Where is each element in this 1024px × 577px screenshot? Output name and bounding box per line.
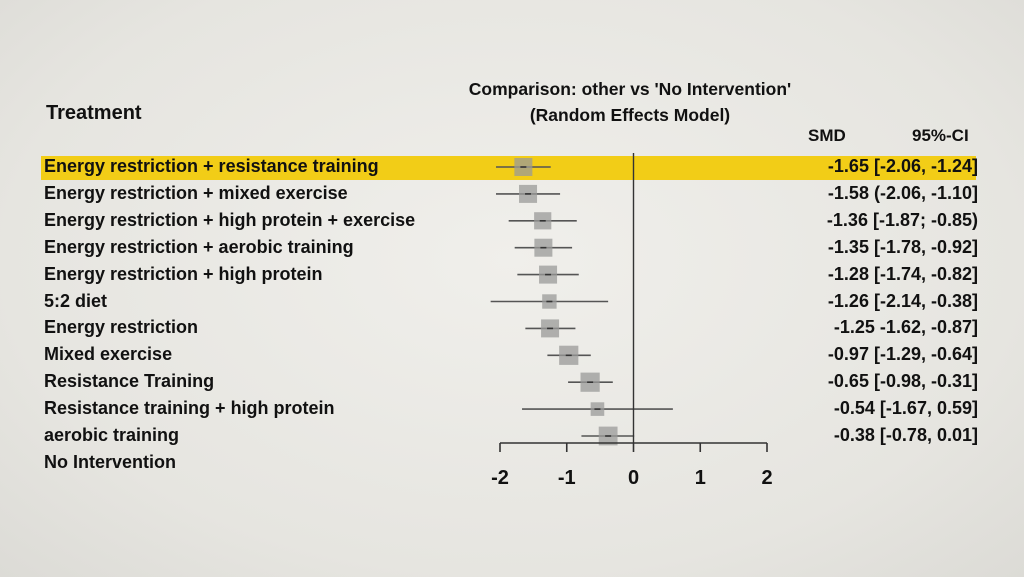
x-tick-label: 0 [628, 467, 639, 489]
smd-column-header: SMD [808, 126, 846, 145]
highlighted-row-background [41, 156, 976, 180]
treatment-column-header: Treatment [46, 102, 142, 124]
x-tick-label: 1 [695, 467, 706, 489]
row-estimate: -1.58 (-2.06, -1.10] [827, 182, 978, 203]
row-estimate: -1.26 [-2.14, -0.38] [827, 290, 978, 311]
ci-column-header: 95%-CI [912, 126, 969, 145]
row-label: Resistance training + high protein [44, 398, 335, 419]
row-estimate: -0.38 [-0.78, 0.01] [833, 425, 978, 445]
row-label: aerobic training [44, 425, 180, 445]
row-estimate: -0.54 [-1.67, 0.59] [833, 398, 978, 419]
row-label: Energy restriction + high protein + exer… [44, 209, 416, 230]
row-label: Energy restriction [44, 317, 199, 338]
chart-title: Comparison: other vs 'No Intervention' [468, 79, 792, 99]
row-label: Energy restriction + resistance training [44, 156, 379, 176]
row-label: Resistance Training [44, 371, 215, 392]
row-estimate: -1.35 [-1.78, -0.92] [827, 236, 978, 257]
x-tick-label: 2 [761, 467, 772, 489]
x-tick-label: -1 [558, 467, 576, 489]
row-label: No Intervention [44, 451, 177, 472]
row-estimate: -0.65 [-0.98, -0.31] [827, 371, 978, 392]
row-estimate: -1.28 [-1.74, -0.82] [827, 263, 978, 284]
row-label: 5:2 diet [44, 290, 108, 311]
row-label: Mixed exercise [44, 344, 173, 365]
row-label: Energy restriction + aerobic training [44, 236, 354, 257]
row-estimate: -1.65 [-2.06, -1.24] [827, 156, 978, 176]
row-label: Energy restriction + mixed exercise [44, 182, 348, 203]
row-estimate: -0.97 [-1.29, -0.64] [827, 344, 978, 365]
row-label: Energy restriction + high protein [44, 263, 323, 284]
row-estimate: -1.36 [-1.87; -0.85) [826, 209, 978, 230]
row-estimate: -1.25 -1.62, -0.87] [833, 317, 978, 338]
x-tick-label: -2 [491, 467, 509, 489]
chart-subtitle: (Random Effects Model) [529, 105, 731, 125]
